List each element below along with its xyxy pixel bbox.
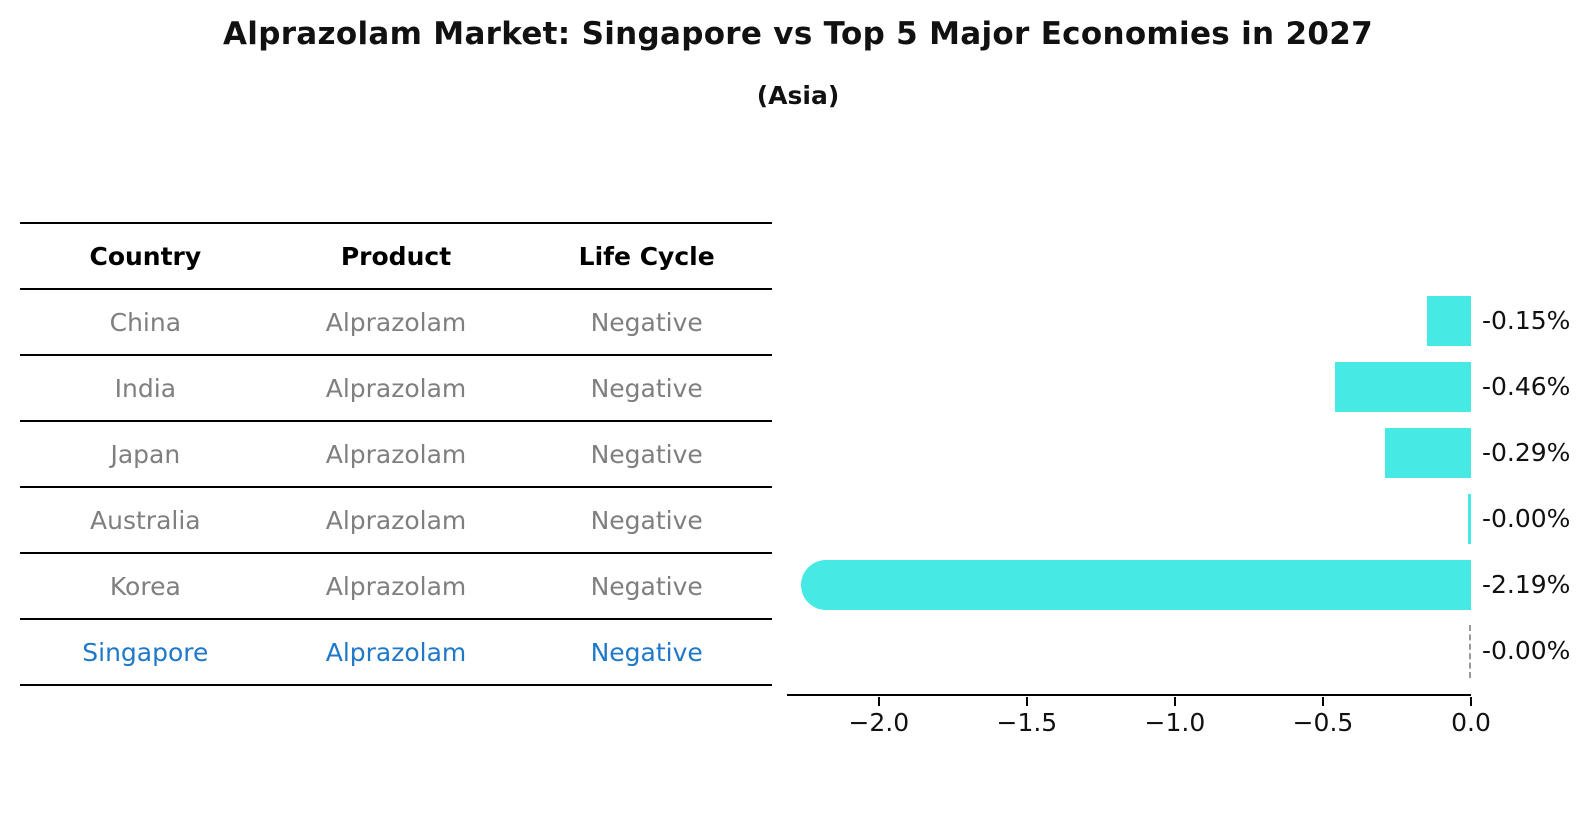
table-cell-product: Alprazolam [325,637,467,667]
table-row: Singapore Alprazolam Negative [20,620,772,686]
table-cell-life-cycle: Negative [590,439,703,469]
table-cell-product: Alprazolam [325,439,467,469]
x-tick [1025,697,1028,706]
x-tick-label: −1.5 [996,708,1058,737]
bar-value-label: -0.00% [1482,636,1571,665]
chart-subtitle: (Asia) [756,81,840,110]
table-cell-country: Japan [110,439,181,469]
x-tick [1173,697,1176,706]
table-row: Korea Alprazolam Negative [20,554,772,620]
table-header-cell: Country [89,241,202,271]
bar-value-label: -0.46% [1482,372,1571,401]
bar-india [1334,362,1471,412]
table-row: India Alprazolam Negative [20,356,772,422]
bar-value-label: -0.00% [1482,504,1571,533]
x-axis-spine [787,694,1471,696]
bar-row-india: -0.46% [790,354,1570,420]
table-cell-country: Korea [109,571,181,601]
table-row: Japan Alprazolam Negative [20,422,772,488]
table-cell-country: Australia [90,505,201,535]
zero-dashed-marker [1469,625,1471,678]
table-cell-product: Alprazolam [325,505,467,535]
table-cell-product: Alprazolam [325,307,467,337]
table-row: Australia Alprazolam Negative [20,488,772,554]
bar-australia [1468,494,1471,544]
x-tick [877,697,880,706]
bar-korea [800,560,1471,610]
x-tick-label: 0.0 [1451,708,1491,737]
x-tick-label: −0.5 [1292,708,1354,737]
x-tick-label: −2.0 [848,708,910,737]
x-tick [1470,697,1472,706]
country-table: Country Product Life Cycle China Alprazolam N… [20,222,772,686]
table-cell-life-cycle: Negative [590,637,703,667]
chart-title: Alprazolam Market: Singapore vs Top 5 Ma… [223,16,1373,52]
table-row: China Alprazolam Negative [20,290,772,356]
bar-japan [1385,428,1471,478]
bar-row-china: -0.15% [790,288,1570,354]
table-cell-life-cycle: Negative [590,373,703,403]
table-cell-country: China [109,307,182,337]
table-cell-product: Alprazolam [325,373,467,403]
table-header-cell: Product [340,241,452,271]
table-header-cell: Life Cycle [578,241,715,271]
bar-china [1426,296,1471,346]
bar-chart: -0.15% -0.46% -0.29% -0.00% -2.19% -0.00% −2.… [787,288,1570,737]
table-cell-country: India [114,373,177,403]
bar-row-australia: -0.00% [790,486,1570,552]
bar-value-label: -2.19% [1482,570,1571,599]
table-cell-country: Singapore [82,637,209,667]
table-cell-life-cycle: Negative [590,571,703,601]
bar-value-label: -0.29% [1482,438,1571,467]
bar-row-singapore: -0.00% [790,618,1570,684]
bar-value-label: -0.15% [1482,306,1571,335]
table-cell-life-cycle: Negative [590,505,703,535]
x-tick-label: −1.0 [1144,708,1206,737]
table-header-row: Country Product Life Cycle [20,224,772,290]
x-tick [1321,697,1324,706]
table-cell-product: Alprazolam [325,571,467,601]
bar-row-japan: -0.29% [790,420,1570,486]
table-cell-life-cycle: Negative [590,307,703,337]
bar-row-korea: -2.19% [790,552,1570,618]
